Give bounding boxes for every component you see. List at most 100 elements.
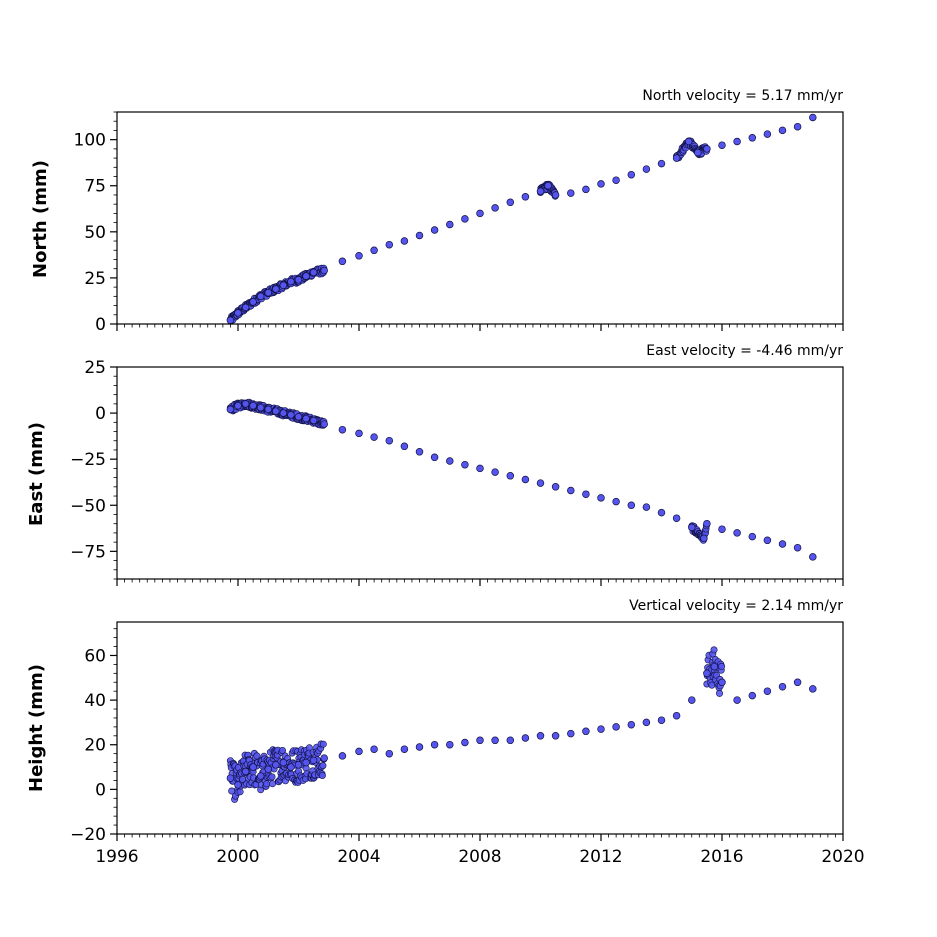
east-ticks: 25 0 −25 −50 −75 xyxy=(70,358,844,586)
east-data-point xyxy=(294,413,303,421)
height-data-point xyxy=(627,720,636,729)
east-ytick-label: 0 xyxy=(95,404,106,424)
height-ytick-label: 20 xyxy=(84,736,106,756)
height-data-point xyxy=(506,736,515,745)
height-data-point xyxy=(234,781,242,789)
east-data-point xyxy=(536,479,545,487)
height-xtick-label: 2016 xyxy=(700,847,743,867)
north-ytick-label: 0 xyxy=(95,315,106,335)
height-data-point xyxy=(446,740,454,749)
height-data-point xyxy=(703,669,711,678)
east-data-point xyxy=(491,468,499,476)
height-xtick-label: 2020 xyxy=(821,847,864,867)
east-data-point xyxy=(672,514,681,522)
height-ytick-label: −20 xyxy=(70,825,106,845)
north-data-point xyxy=(506,198,515,207)
north-data-point xyxy=(763,130,772,138)
north-data-point xyxy=(657,159,666,168)
north-panel: North velocity = 5.17 mm/yr North (mm) 0… xyxy=(30,88,844,335)
east-data-point xyxy=(700,534,708,543)
east-data-point xyxy=(355,429,363,438)
height-ytick-label: 40 xyxy=(84,691,106,711)
north-data-point xyxy=(536,187,545,196)
north-data-point xyxy=(461,215,469,223)
north-data-point xyxy=(672,154,681,162)
north-data-point xyxy=(597,180,605,188)
east-data-point xyxy=(370,433,378,441)
north-ylabel: North (mm) xyxy=(30,160,51,278)
north-data-point xyxy=(415,231,424,240)
height-xtick-label: 2004 xyxy=(337,847,380,867)
north-data-point xyxy=(627,170,636,179)
east-data-point xyxy=(309,416,318,425)
north-data-point xyxy=(430,226,439,234)
north-data-point xyxy=(226,316,235,325)
height-panel-title: Vertical velocity = 2.14 mm/yr xyxy=(629,598,843,614)
height-data-point xyxy=(241,767,250,776)
height-xtick-label: 2012 xyxy=(579,847,622,867)
height-observation xyxy=(718,662,726,670)
north-data-point xyxy=(370,246,378,255)
east-data-point xyxy=(763,536,772,545)
east-data-point xyxy=(476,464,484,473)
height-data-point xyxy=(718,678,726,687)
height-data-point xyxy=(294,761,303,769)
north-data-point xyxy=(694,148,702,157)
north-data-point xyxy=(809,113,817,122)
north-data-point xyxy=(793,122,802,131)
height-points xyxy=(226,646,817,803)
north-data-point xyxy=(234,309,242,317)
north-data-point xyxy=(703,145,711,153)
east-ytick-label: −50 xyxy=(70,496,106,516)
east-data-point xyxy=(567,486,575,495)
north-ticks: 0 25 50 75 100 xyxy=(74,111,844,335)
height-ylabel: Height (mm) xyxy=(26,664,47,792)
north-data-point xyxy=(642,165,651,173)
height-observation xyxy=(268,780,276,788)
north-data-point xyxy=(567,189,575,197)
height-data-point xyxy=(461,738,469,747)
height-xtick-label: 2000 xyxy=(216,847,259,867)
north-data-point xyxy=(476,209,484,218)
height-ticks: 1996 2000 2004 2008 2012 2016 2020 −20 0 20 40 60 xyxy=(70,628,865,867)
height-data-point xyxy=(657,716,666,724)
east-data-point xyxy=(400,442,409,451)
height-xtick-label: 1996 xyxy=(95,847,138,867)
height-data-point xyxy=(748,691,757,700)
east-data-point xyxy=(302,414,310,423)
north-data-point xyxy=(264,288,273,297)
height-data-point xyxy=(226,774,235,782)
north-ytick-label: 100 xyxy=(74,131,106,151)
east-data-point xyxy=(597,494,605,502)
height-observation xyxy=(318,771,326,779)
east-data-point xyxy=(551,483,560,491)
east-points xyxy=(226,398,817,561)
north-data-point xyxy=(241,303,250,312)
north-ytick-label: 25 xyxy=(84,269,106,289)
east-data-point xyxy=(748,532,757,541)
east-panel-title: East velocity = -4.46 mm/yr xyxy=(646,343,843,359)
east-data-point xyxy=(688,523,696,532)
height-data-point xyxy=(430,740,439,749)
height-observation xyxy=(319,762,327,770)
north-data-point xyxy=(249,298,257,306)
east-data-point xyxy=(778,540,787,548)
height-data-point xyxy=(355,747,363,756)
north-data-point xyxy=(521,193,530,201)
east-data-point xyxy=(234,401,242,410)
east-data-point xyxy=(226,405,235,414)
height-data-point xyxy=(370,745,378,753)
height-data-point xyxy=(249,763,257,771)
height-data-point xyxy=(279,758,288,767)
height-data-point xyxy=(733,696,741,704)
height-data-point xyxy=(309,756,318,765)
east-data-point xyxy=(287,411,295,419)
height-data-point xyxy=(385,749,394,758)
north-data-point xyxy=(272,285,280,293)
height-data-point xyxy=(710,662,719,671)
height-data-point xyxy=(642,718,651,727)
height-data-point xyxy=(763,687,772,695)
east-data-point xyxy=(415,448,424,456)
east-data-point xyxy=(338,425,347,434)
east-data-point xyxy=(264,405,273,414)
